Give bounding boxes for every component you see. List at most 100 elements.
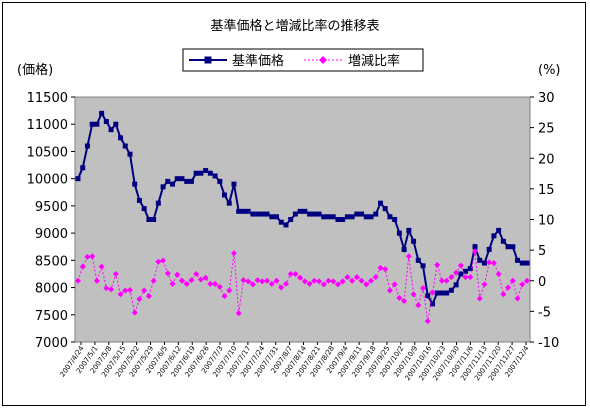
change-point: [410, 291, 417, 298]
change-point: [448, 274, 455, 281]
price-point: [269, 214, 275, 220]
price-point: [515, 257, 521, 263]
price-point: [292, 211, 298, 217]
price-point: [94, 121, 100, 127]
price-point: [108, 127, 114, 133]
y-left-axis: 11500 11000 10500 10000 9500 9000 8500 8000 7500…: [27, 91, 75, 351]
price-point: [250, 211, 256, 217]
change-point: [169, 280, 176, 287]
legend-label-price: 基準価格: [232, 53, 284, 69]
price-point: [155, 200, 161, 206]
change-point: [98, 263, 105, 270]
change-point: [443, 277, 450, 284]
price-point: [297, 208, 303, 214]
change-point: [103, 285, 110, 292]
price-point: [122, 143, 128, 149]
price-point: [377, 200, 383, 206]
price-point: [160, 184, 166, 190]
series-change: [75, 248, 530, 325]
change-point: [240, 277, 247, 284]
price-point: [335, 217, 341, 222]
change-point: [164, 270, 171, 277]
change-point: [476, 295, 483, 302]
price-point: [368, 214, 374, 220]
price-point: [217, 178, 223, 184]
price-point: [344, 214, 350, 220]
price-point: [174, 176, 180, 182]
change-point: [126, 286, 133, 293]
price-point: [212, 173, 218, 179]
price-point: [500, 238, 506, 244]
price-point: [349, 214, 355, 220]
change-point: [424, 318, 431, 325]
price-point: [127, 151, 133, 157]
price-point: [307, 211, 313, 217]
y-right-tick-label: 25: [538, 122, 555, 137]
price-point: [89, 121, 95, 127]
change-point: [79, 263, 86, 270]
price-point: [448, 287, 454, 293]
price-point: [373, 211, 379, 217]
change-point: [141, 287, 148, 294]
price-point: [278, 219, 284, 225]
legend-change-marker: [319, 56, 327, 64]
price-point: [392, 217, 398, 222]
change-point: [429, 289, 436, 296]
change-point: [490, 259, 497, 266]
price-point: [198, 170, 204, 176]
legend: 基準価格 増減比率: [182, 48, 424, 72]
price-point: [311, 211, 317, 217]
change-point: [311, 277, 318, 284]
change-point: [453, 269, 460, 276]
legend-price-marker: [204, 56, 212, 64]
change-point: [145, 293, 152, 300]
change-point: [155, 258, 162, 265]
change-point: [183, 280, 190, 287]
change-point: [505, 284, 512, 291]
price-point: [387, 214, 393, 220]
change-point: [391, 281, 398, 288]
y-right-tick-label: 10: [538, 214, 555, 229]
change-point: [84, 253, 91, 260]
change-point: [457, 262, 464, 269]
chart-title: 基準価格と増減比率の推移表: [210, 18, 379, 34]
price-point: [486, 246, 492, 252]
legend-label-change: 増減比率: [348, 53, 400, 69]
price-point: [467, 266, 473, 271]
change-point: [160, 257, 167, 264]
change-point: [415, 302, 422, 309]
price-point: [363, 214, 369, 220]
change-point: [467, 274, 474, 281]
change-point: [306, 280, 313, 287]
change-point: [282, 280, 289, 287]
price-point: [420, 263, 426, 269]
y-right-tick-label: 0: [538, 275, 546, 290]
price-point: [325, 214, 331, 220]
price-point: [222, 192, 228, 198]
change-point: [193, 271, 200, 278]
change-point: [89, 253, 96, 260]
change-point: [230, 250, 237, 257]
price-point: [113, 121, 119, 127]
price-point: [330, 214, 336, 220]
y-right-axis-label: (%): [538, 63, 561, 78]
price-point: [505, 244, 511, 250]
change-point: [358, 277, 365, 284]
y-left-tick-label: 11000: [27, 118, 68, 133]
price-point: [382, 206, 388, 212]
price-point: [396, 230, 402, 236]
change-point: [405, 253, 412, 260]
price-point: [184, 178, 190, 184]
price-point: [170, 181, 176, 187]
y-left-tick-label: 8500: [35, 254, 68, 269]
price-point: [439, 290, 445, 296]
change-point: [438, 277, 445, 284]
price-point: [84, 143, 90, 149]
price-point: [103, 119, 109, 124]
price-point: [472, 244, 478, 250]
price-point: [226, 200, 232, 206]
change-point: [93, 277, 100, 284]
price-point: [481, 260, 487, 266]
change-point: [273, 277, 280, 284]
price-point: [340, 217, 346, 222]
